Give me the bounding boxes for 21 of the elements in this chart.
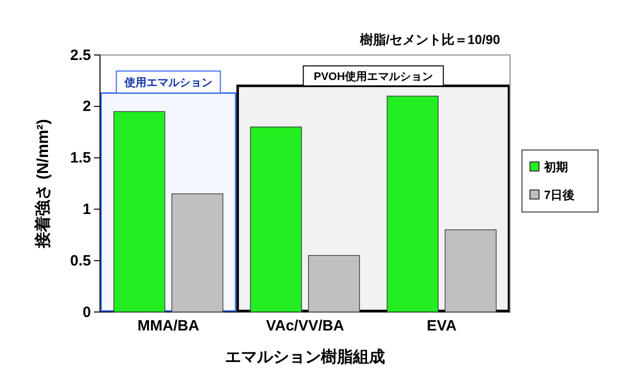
x-tick-label: EVA [426, 318, 457, 335]
band-label: PVOH使用エマルション [314, 70, 433, 83]
bar [171, 193, 224, 312]
x-tick-label: VAc/VV/BA [266, 318, 344, 335]
y-tick-label: 1.5 [70, 150, 91, 167]
bar [250, 126, 302, 312]
y-axis-title: 接着強さ (N/mm²) [33, 119, 52, 249]
band-label: 使用エマルション [123, 76, 212, 90]
chart-title: 樹脂/セメント比＝10/90 [358, 32, 500, 47]
y-tick-label: 0.5 [70, 252, 91, 270]
legend-label: 7日後 [544, 188, 575, 202]
bar [444, 229, 497, 312]
y-tick-label: 1 [82, 201, 91, 218]
y-tick-label: 0 [82, 304, 91, 321]
x-axis-title: エマルション樹脂組成 [225, 348, 385, 366]
y-tick-label: 2.5 [70, 46, 91, 64]
bar [308, 255, 360, 312]
legend-label: 初期 [543, 160, 568, 174]
bar [386, 96, 439, 312]
x-tick-label: MMA/BA [138, 318, 200, 335]
y-tick-label: 2 [82, 98, 91, 116]
